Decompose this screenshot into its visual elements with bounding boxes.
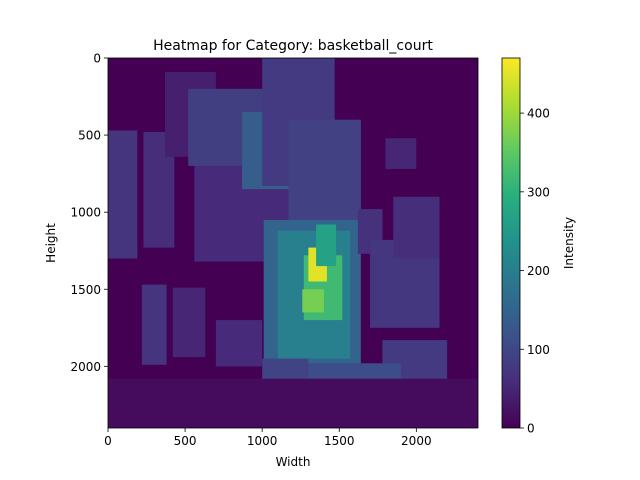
colorbar-tick-label: 200 [527, 264, 550, 278]
x-tick-label: 1500 [324, 434, 355, 448]
colorbar-ticks: 0 100 200 300 400 [520, 107, 550, 436]
colorbar-tick-label: 100 [527, 343, 550, 357]
heatmap-cell [302, 289, 324, 313]
y-tick-label: 2000 [70, 360, 101, 374]
colorbar-label: Intensity [562, 217, 576, 269]
heatmap-plot-area [107, 57, 479, 429]
colorbar-tick-label: 300 [527, 185, 550, 199]
y-tick-label: 500 [78, 129, 101, 143]
colorbar-tick-label: 400 [527, 107, 550, 121]
heatmap-cell [385, 138, 417, 169]
heatmap-cell [141, 284, 167, 365]
heatmap-cell [108, 378, 478, 428]
heatmap-cell [172, 287, 206, 358]
heatmap-cell [108, 130, 138, 259]
y-tick-label: 1500 [70, 283, 101, 297]
x-axis-label: Width [276, 455, 311, 469]
plot-frame [107, 57, 479, 429]
heatmap-cell [288, 119, 361, 228]
y-tick-label: 0 [93, 52, 101, 66]
y-axis: 0 500 1000 1500 2000 [70, 52, 108, 374]
x-tick-label: 500 [174, 434, 197, 448]
y-axis-label: Height [44, 223, 58, 263]
heatmap-cells [108, 58, 478, 428]
heatmap-cell [215, 320, 263, 367]
x-tick-label: 2000 [401, 434, 432, 448]
y-tick-label: 1000 [70, 206, 101, 220]
colorbar: 0 100 200 300 400 Intensity [501, 57, 576, 436]
colorbar-tick-label: 0 [527, 422, 535, 436]
heatmap-cell [316, 224, 337, 267]
chart-title: Heatmap for Category: basketball_court [153, 38, 433, 54]
x-tick-label: 0 [104, 434, 112, 448]
x-tick-label: 1000 [247, 434, 278, 448]
colorbar-gradient [501, 57, 521, 429]
x-axis: 0 500 1000 1500 2000 [104, 428, 432, 448]
heatmap-cell [393, 196, 440, 259]
